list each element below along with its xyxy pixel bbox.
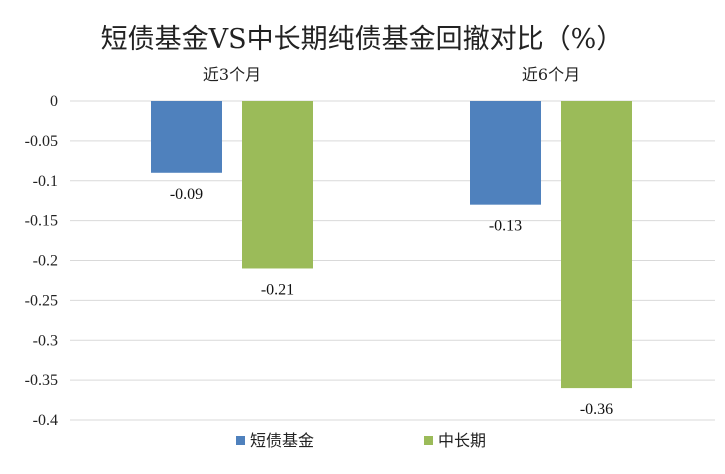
bar xyxy=(561,101,632,389)
legend-swatch xyxy=(236,436,245,445)
bars xyxy=(151,101,632,389)
bar xyxy=(242,101,313,269)
y-tick-label: -0.1 xyxy=(33,173,58,190)
legend-label: 中长期 xyxy=(438,431,486,450)
y-tick-label: -0.25 xyxy=(25,292,58,309)
y-tick-label: -0.05 xyxy=(25,133,58,150)
chart-title: 短债基金VS中长期纯债基金回撤对比（%） xyxy=(101,24,624,55)
legend-swatch xyxy=(424,436,433,445)
data-label: -0.09 xyxy=(170,186,203,203)
bar xyxy=(151,101,222,173)
y-axis-ticks: 0 -0.05 -0.1 -0.15 -0.2 -0.25 -0.3 -0.35 -0.4 xyxy=(25,93,58,429)
legend-label: 短债基金 xyxy=(250,431,314,450)
y-tick-label: -0.3 xyxy=(33,332,58,349)
data-label: -0.13 xyxy=(489,218,522,235)
data-label: -0.21 xyxy=(261,281,294,298)
category-label: 近6个月 xyxy=(522,65,580,84)
legend: 短债基金 中长期 xyxy=(236,431,486,450)
y-tick-label: -0.4 xyxy=(33,412,58,429)
bar xyxy=(470,101,541,205)
y-tick-label: -0.35 xyxy=(25,372,58,389)
category-labels: 近3个月 近6个月 xyxy=(203,65,580,84)
y-tick-label: 0 xyxy=(50,93,58,110)
data-label: -0.36 xyxy=(580,401,613,418)
y-tick-label: -0.15 xyxy=(25,213,58,230)
data-labels: -0.09 -0.13 -0.21 -0.36 xyxy=(170,186,613,418)
category-label: 近3个月 xyxy=(203,65,261,84)
y-tick-label: -0.2 xyxy=(33,253,58,270)
